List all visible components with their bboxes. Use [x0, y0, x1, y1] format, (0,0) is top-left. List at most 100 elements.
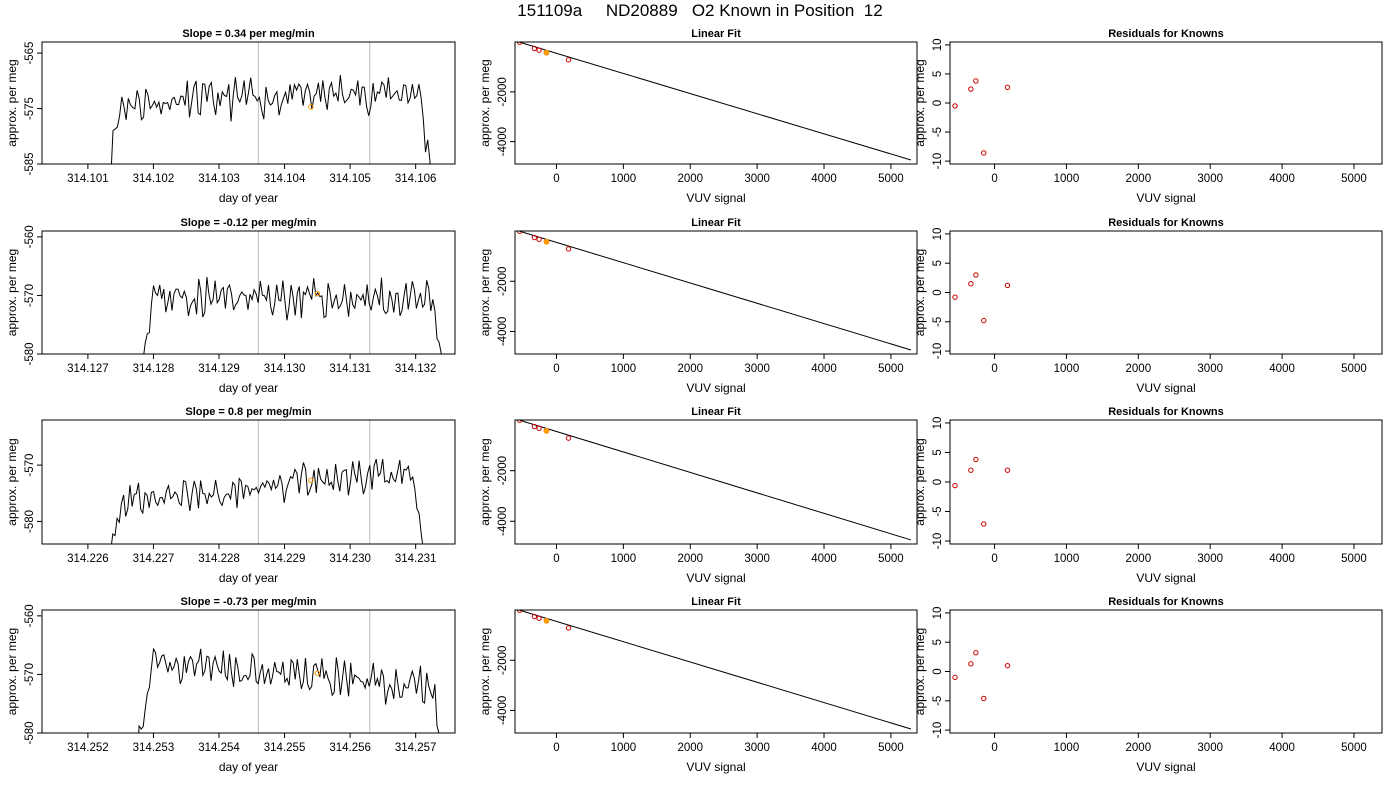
x-tick-label: 2000	[1126, 553, 1152, 565]
x-tick-label: 4000	[1269, 173, 1295, 185]
data-point	[981, 317, 987, 324]
x-tick-label: 314.231	[395, 553, 437, 565]
highlight-point	[314, 290, 321, 297]
x-tick-label: 2000	[1126, 173, 1152, 185]
data-point	[531, 45, 538, 52]
x-tick-label: 4000	[811, 363, 837, 375]
x-tick-label: 3000	[1197, 363, 1223, 375]
x-tick-label: 0	[553, 173, 559, 185]
y-axis-label: approx. per meg	[478, 249, 492, 336]
y-tick-label: -4000	[497, 696, 509, 725]
panel-title: Slope = -0.73 per meg/min	[180, 596, 316, 608]
panel-title: Slope = 0.34 per meg/min	[182, 28, 315, 40]
y-axis-label: approx. per meg	[5, 438, 19, 525]
y-tick-label: -10	[932, 343, 944, 360]
data-point	[536, 425, 542, 432]
x-tick-label: 4000	[1269, 742, 1295, 754]
x-tick-label: 314.132	[395, 363, 437, 375]
plot-area	[110, 42, 431, 164]
x-tick-label: 4000	[811, 173, 837, 185]
x-axis-label: day of year	[219, 760, 278, 774]
x-tick-label: 0	[991, 553, 997, 565]
data-point	[531, 234, 538, 241]
plot-frame	[514, 419, 918, 545]
panel-9: Residuals for Knowns 0 1000 2000 3000 4000 500…	[913, 406, 1383, 585]
x-tick-label: 5000	[878, 742, 904, 754]
x-tick-label: 4000	[1269, 363, 1295, 375]
x-tick-label: 314.226	[67, 553, 109, 565]
y-tick-label: -570	[24, 663, 36, 686]
panel-8: Linear Fit 0 1000 2000 3000 4000 5000 -4000 -200…	[478, 406, 918, 585]
x-tick-label: 314.101	[67, 173, 109, 185]
panel-title: Linear Fit	[691, 28, 741, 40]
plot-area	[952, 78, 1011, 156]
x-tick-label: 5000	[878, 553, 904, 565]
x-axis-label: VUV signal	[686, 191, 745, 205]
x-tick-label: 314.130	[264, 363, 306, 375]
x-tick-label: 314.229	[264, 553, 306, 565]
data-point	[968, 661, 974, 667]
y-tick-label: 5	[932, 71, 944, 77]
y-axis-label: approx. per meg	[5, 59, 19, 146]
panel-10: Slope = -0.73 per meg/min 314.252 314.253 3…	[5, 596, 456, 774]
data-point	[973, 456, 979, 463]
fit-line	[519, 42, 912, 161]
x-tick-label: 314.129	[198, 363, 240, 375]
y-tick-label: -2000	[497, 267, 509, 296]
plot-frame	[949, 230, 1383, 355]
x-axis-label: day of year	[219, 571, 278, 585]
series-line	[111, 458, 424, 544]
x-tick-label: 0	[991, 363, 997, 375]
y-tick-label: -560	[24, 604, 36, 627]
highlight-point	[314, 670, 321, 676]
plot-frame	[514, 41, 918, 165]
panel-title: Linear Fit	[691, 406, 741, 418]
x-tick-label: 314.252	[67, 742, 109, 754]
x-tick-label: 3000	[1197, 173, 1223, 185]
x-tick-label: 1000	[1054, 553, 1080, 565]
x-axis-label: VUV signal	[1136, 571, 1195, 585]
y-tick-label: -565	[24, 42, 36, 65]
data-point	[531, 423, 538, 430]
x-tick-label: 4000	[811, 553, 837, 565]
x-tick-label: 314.254	[198, 742, 240, 754]
plot-area	[111, 420, 424, 544]
y-tick-label: -585	[24, 152, 36, 175]
x-tick-label: 3000	[1197, 553, 1223, 565]
x-tick-label: 1000	[1054, 742, 1080, 754]
panel-11: Linear Fit 0 1000 2000 3000 4000 5000 -4000 -200…	[478, 596, 918, 774]
panel-title: Residuals for Knowns	[1108, 217, 1224, 229]
y-tick-label: -4000	[497, 127, 509, 156]
y-tick-label: -580	[24, 342, 36, 365]
y-axis-label: approx. per meg	[478, 438, 492, 525]
data-point	[968, 86, 974, 92]
plot-frame	[514, 609, 918, 734]
panel-title: Residuals for Knowns	[1108, 406, 1224, 418]
x-tick-label: 1000	[611, 363, 637, 375]
y-tick-label: 10	[932, 417, 944, 430]
series-line	[143, 276, 442, 354]
x-tick-label: 0	[991, 173, 997, 185]
y-tick-label: 0	[932, 668, 944, 674]
x-tick-label: 0	[553, 742, 559, 754]
x-axis-label: VUV signal	[1136, 191, 1195, 205]
plot-area	[952, 456, 1011, 527]
y-tick-label: -2000	[497, 456, 509, 485]
x-tick-label: 4000	[1269, 553, 1295, 565]
x-tick-label: 3000	[744, 553, 770, 565]
panel-12: Residuals for Knowns 0 1000 2000 3000 4000 500…	[913, 596, 1383, 774]
y-tick-label: -5	[932, 506, 944, 516]
panel-1: Slope = 0.34 per meg/min 314.101 314.102 31…	[5, 28, 456, 205]
panel-title: Residuals for Knowns	[1108, 596, 1224, 608]
highlight-point	[543, 617, 550, 624]
panel-5: Linear Fit 0 1000 2000 3000 4000 5000 -4000 -200…	[478, 217, 918, 395]
x-tick-label: 314.128	[133, 363, 175, 375]
plot-area	[516, 610, 912, 730]
data-point	[968, 467, 974, 473]
y-tick-label: 0	[932, 100, 944, 106]
x-tick-label: 314.253	[133, 742, 175, 754]
x-tick-label: 1000	[1054, 173, 1080, 185]
x-tick-label: 314.227	[133, 553, 175, 565]
series-line	[138, 647, 440, 733]
plot-frame	[514, 230, 918, 355]
